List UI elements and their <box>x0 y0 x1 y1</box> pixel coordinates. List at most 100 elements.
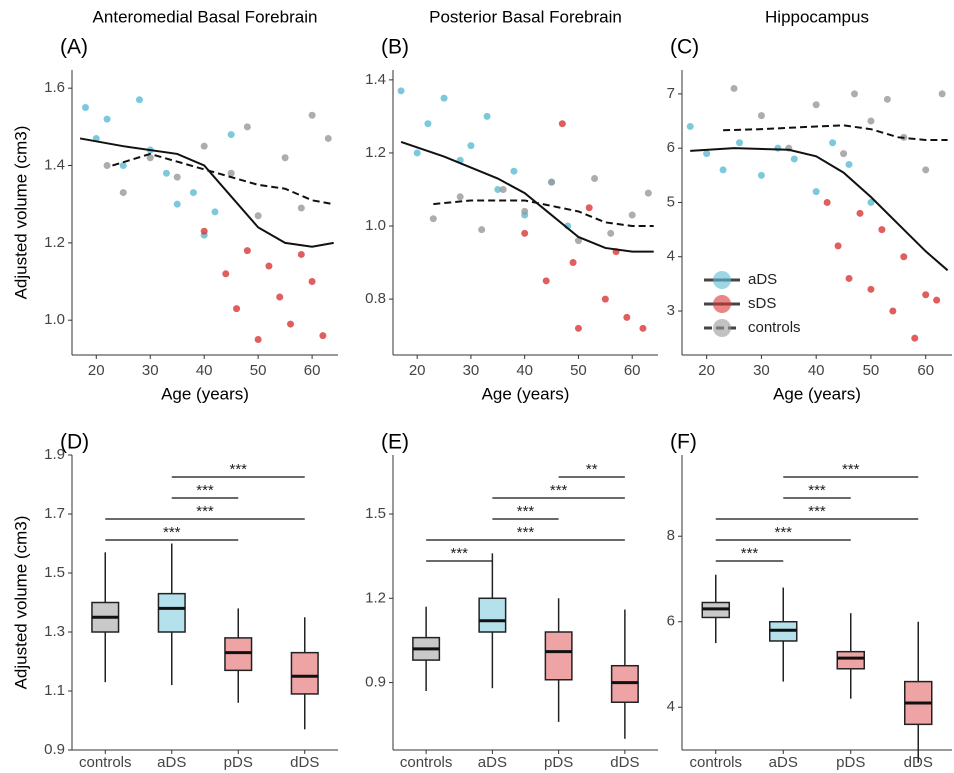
fit-line <box>690 147 949 272</box>
point <box>639 324 647 332</box>
point <box>103 162 111 170</box>
significance-label: *** <box>517 503 535 520</box>
y-tick-label: 1.5 <box>44 564 65 581</box>
point <box>834 242 842 250</box>
y-tick-label: 1.2 <box>365 144 386 161</box>
point <box>867 117 875 125</box>
y-axis-label: Adjusted volume (cm3) <box>11 126 30 300</box>
legend-label: aDS <box>748 271 777 288</box>
point <box>900 253 908 261</box>
point <box>607 229 615 237</box>
point <box>429 215 437 223</box>
point <box>173 200 181 208</box>
significance-label: *** <box>741 545 759 562</box>
y-tick-label: 0.8 <box>365 290 386 307</box>
y-tick-label: 7 <box>667 85 675 102</box>
x-tick-label: 50 <box>250 362 267 379</box>
point <box>686 122 694 130</box>
legend-dot <box>713 319 731 337</box>
point <box>774 144 782 152</box>
panel-label: (F) <box>670 431 697 454</box>
point <box>757 112 765 120</box>
point <box>281 154 289 162</box>
point <box>413 149 421 157</box>
point <box>319 332 327 340</box>
x-axis-label: Age (years) <box>161 384 249 403</box>
point <box>757 171 765 179</box>
y-tick-label: 1.9 <box>44 446 65 463</box>
y-tick-label: 1.4 <box>365 71 386 88</box>
x-tick-label: aDS <box>157 754 186 771</box>
x-tick-label: 20 <box>698 362 715 379</box>
point <box>790 155 798 163</box>
point <box>222 270 230 278</box>
significance-label: *** <box>808 482 826 499</box>
fit-line <box>400 141 654 253</box>
y-tick-label: 5 <box>667 193 675 210</box>
point <box>424 120 432 128</box>
x-axis-label: Age (years) <box>773 384 861 403</box>
point <box>922 291 930 299</box>
panel-label: (A) <box>60 36 88 59</box>
x-tick-label: 40 <box>516 362 533 379</box>
point <box>227 169 235 177</box>
point <box>628 211 636 219</box>
point <box>851 90 859 98</box>
point <box>521 229 529 237</box>
point <box>591 175 599 183</box>
significance-label: *** <box>842 461 860 478</box>
y-tick-label: 1.6 <box>44 79 65 96</box>
point <box>119 189 127 197</box>
point <box>308 111 316 119</box>
point <box>623 313 631 321</box>
x-tick-label: 30 <box>463 362 480 379</box>
panel-label: (E) <box>381 431 409 454</box>
point <box>856 209 864 217</box>
x-tick-label: dDS <box>290 754 319 771</box>
x-tick-label: pDS <box>836 754 865 771</box>
significance-label: *** <box>229 461 247 478</box>
point <box>254 336 262 344</box>
point <box>510 167 518 175</box>
significance-label: *** <box>196 503 214 520</box>
panel-title: Hippocampus <box>765 7 869 26</box>
point <box>548 178 556 186</box>
point <box>558 120 566 128</box>
legend-dot <box>713 271 731 289</box>
fit-line <box>112 152 334 206</box>
point <box>276 293 284 301</box>
point <box>200 227 208 235</box>
legend-label: controls <box>748 319 801 336</box>
point <box>644 189 652 197</box>
fit-line <box>79 137 334 248</box>
point <box>456 193 464 201</box>
point <box>911 334 919 342</box>
x-tick-label: 30 <box>753 362 770 379</box>
fit-line <box>433 199 654 228</box>
x-tick-label: dDS <box>610 754 639 771</box>
point <box>254 212 262 220</box>
point <box>889 307 897 315</box>
point <box>499 185 507 193</box>
box <box>478 597 507 633</box>
x-tick-label: 50 <box>570 362 587 379</box>
point <box>574 324 582 332</box>
point <box>585 204 593 212</box>
point <box>867 285 875 293</box>
point <box>574 237 582 245</box>
significance-label: *** <box>517 524 535 541</box>
point <box>265 262 273 270</box>
point <box>922 166 930 174</box>
point <box>440 94 448 102</box>
point <box>845 274 853 282</box>
point <box>308 278 316 286</box>
fit-line <box>723 124 948 142</box>
x-axis-label: Age (years) <box>482 384 570 403</box>
point <box>938 90 946 98</box>
point <box>494 185 502 193</box>
x-tick-label: controls <box>689 754 742 771</box>
x-tick-label: 20 <box>88 362 105 379</box>
point <box>601 295 609 303</box>
point <box>146 154 154 162</box>
point <box>119 162 127 170</box>
